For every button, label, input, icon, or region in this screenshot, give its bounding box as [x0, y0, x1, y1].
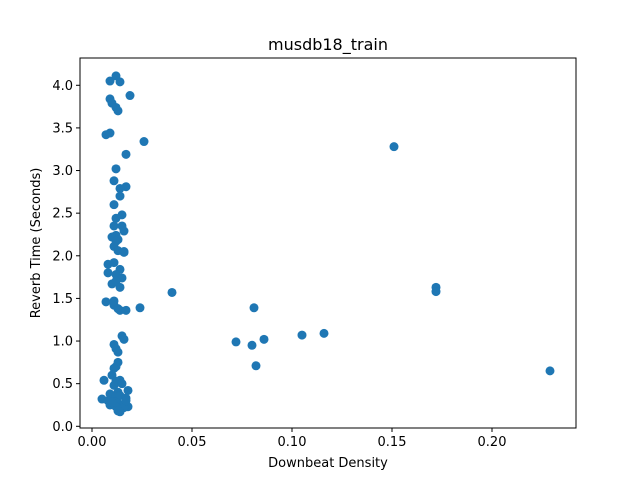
x-tick-label: 0.00	[78, 435, 107, 450]
data-point	[167, 287, 177, 297]
data-point	[251, 361, 261, 371]
data-point	[117, 379, 127, 389]
x-tick-label: 0.15	[378, 435, 407, 450]
data-point	[107, 397, 117, 407]
data-point	[109, 380, 119, 390]
data-point	[109, 221, 119, 231]
data-point	[113, 106, 123, 116]
data-point	[231, 337, 241, 347]
data-point	[123, 385, 133, 395]
data-point	[125, 91, 135, 101]
data-point	[319, 328, 329, 338]
data-point	[109, 200, 119, 210]
data-point	[103, 268, 113, 278]
data-point	[111, 164, 121, 174]
data-point	[115, 77, 125, 87]
data-point	[113, 347, 123, 357]
y-tick-label: 1.5	[52, 292, 73, 307]
data-point	[135, 303, 145, 313]
y-tick-label: 3.0	[52, 164, 73, 179]
data-point	[249, 303, 259, 313]
y-tick-label: 3.5	[52, 121, 73, 136]
data-point	[109, 176, 119, 186]
data-point	[121, 396, 131, 406]
data-point	[117, 221, 127, 231]
y-tick-label: 0.0	[52, 420, 73, 435]
x-tick-label: 0.10	[278, 435, 307, 450]
data-point	[121, 149, 131, 159]
data-point	[545, 366, 555, 376]
x-tick-label: 0.05	[178, 435, 207, 450]
data-point	[115, 282, 125, 292]
data-point	[119, 334, 129, 344]
data-point	[259, 334, 269, 344]
data-point	[115, 407, 125, 417]
data-point	[101, 297, 111, 307]
x-ticks: 0.00 0.05 0.10 0.15 0.20	[78, 428, 507, 450]
y-ticks: 0.0 0.5 1.0 1.5 2.0 2.5 3.0 3.5 4.0	[52, 79, 80, 435]
data-point	[117, 210, 127, 220]
y-tick-label: 2.5	[52, 207, 73, 222]
y-axis-label: Reverb Time (Seconds)	[29, 168, 44, 319]
plot-frame	[79, 57, 577, 429]
data-point	[139, 137, 149, 147]
x-tick-label: 0.20	[478, 435, 507, 450]
y-tick-label: 4.0	[52, 79, 73, 94]
y-tick-label: 2.0	[52, 249, 73, 264]
data-point	[109, 258, 119, 268]
data-point	[115, 183, 125, 193]
data-point	[121, 305, 131, 315]
data-point	[109, 296, 119, 306]
data-point	[389, 142, 399, 152]
data-point	[109, 363, 119, 373]
data-point	[119, 247, 129, 257]
data-point	[247, 340, 257, 350]
data-point	[99, 375, 109, 385]
data-point	[115, 191, 125, 201]
data-point	[431, 287, 441, 297]
x-axis-label: Downbeat Density	[268, 456, 388, 471]
y-tick-label: 0.5	[52, 377, 73, 392]
y-tick-label: 1.0	[52, 335, 73, 350]
chart-title: musdb18_train	[268, 35, 388, 55]
points-layer	[97, 71, 555, 417]
data-point	[105, 128, 115, 138]
data-point	[297, 330, 307, 340]
data-point	[105, 76, 115, 86]
